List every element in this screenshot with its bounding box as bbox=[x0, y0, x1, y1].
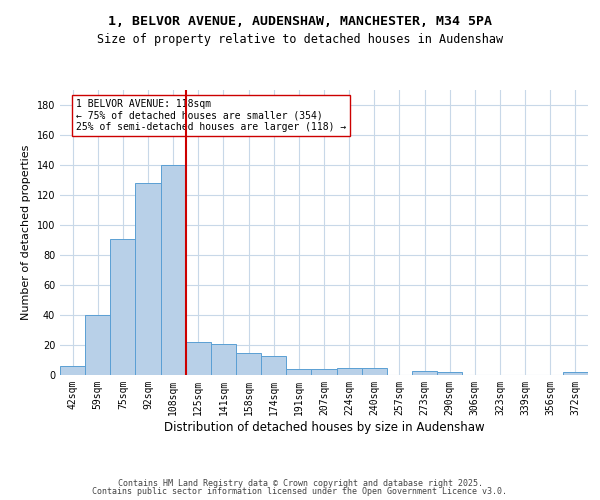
Text: 1 BELVOR AVENUE: 118sqm
← 75% of detached houses are smaller (354)
25% of semi-d: 1 BELVOR AVENUE: 118sqm ← 75% of detache… bbox=[76, 98, 346, 132]
Text: Contains public sector information licensed under the Open Government Licence v3: Contains public sector information licen… bbox=[92, 487, 508, 496]
X-axis label: Distribution of detached houses by size in Audenshaw: Distribution of detached houses by size … bbox=[164, 420, 484, 434]
Bar bbox=[362, 368, 387, 375]
Text: 1, BELVOR AVENUE, AUDENSHAW, MANCHESTER, M34 5PA: 1, BELVOR AVENUE, AUDENSHAW, MANCHESTER,… bbox=[108, 15, 492, 28]
Bar bbox=[186, 342, 211, 375]
Bar bbox=[85, 315, 110, 375]
Bar bbox=[211, 344, 236, 375]
Bar bbox=[236, 352, 261, 375]
Bar bbox=[161, 165, 186, 375]
Bar bbox=[60, 366, 85, 375]
Bar bbox=[412, 370, 437, 375]
Bar bbox=[136, 183, 161, 375]
Bar bbox=[563, 372, 588, 375]
Bar bbox=[261, 356, 286, 375]
Text: Contains HM Land Registry data © Crown copyright and database right 2025.: Contains HM Land Registry data © Crown c… bbox=[118, 478, 482, 488]
Bar bbox=[286, 369, 311, 375]
Bar bbox=[337, 368, 362, 375]
Bar bbox=[437, 372, 462, 375]
Text: Size of property relative to detached houses in Audenshaw: Size of property relative to detached ho… bbox=[97, 32, 503, 46]
Y-axis label: Number of detached properties: Number of detached properties bbox=[21, 145, 31, 320]
Bar bbox=[311, 369, 337, 375]
Bar bbox=[110, 238, 136, 375]
